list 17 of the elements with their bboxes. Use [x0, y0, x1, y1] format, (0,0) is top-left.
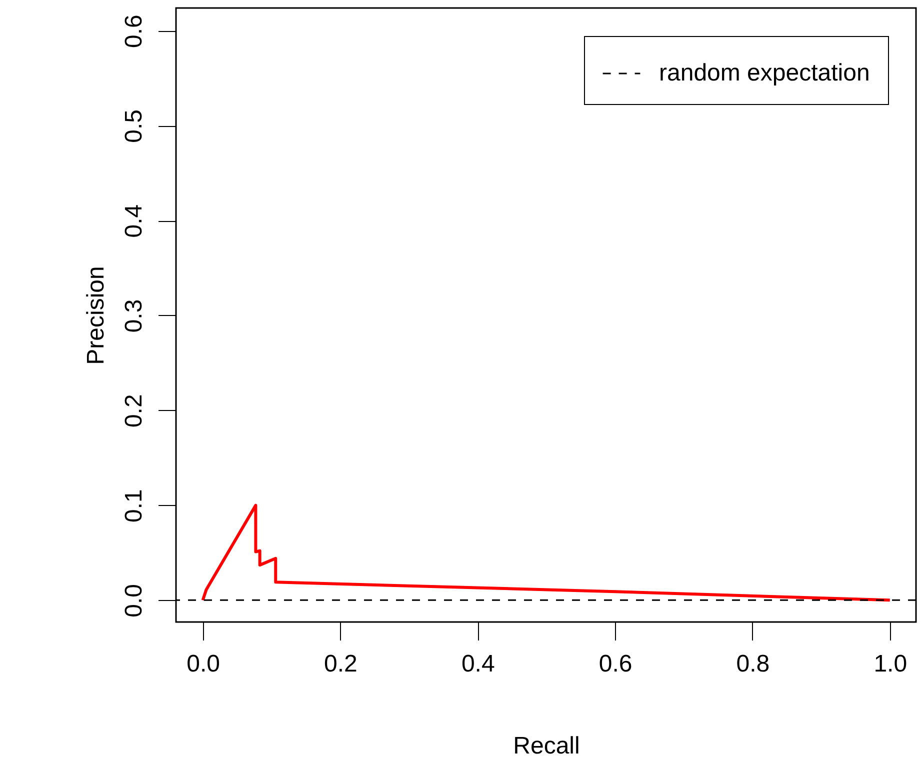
x-tick-label: 0.6	[598, 650, 632, 678]
x-tick-label: 0.4	[461, 650, 495, 678]
y-tick-label: 0.4	[120, 204, 148, 238]
y-tick-label: 0.1	[120, 489, 148, 522]
x-tick-label: 0.8	[736, 650, 770, 678]
x-tick-label: 1.0	[874, 650, 908, 678]
y-tick-label: 0.6	[120, 14, 148, 48]
y-tick-label: 0.0	[120, 584, 148, 618]
y-tick-label: 0.3	[120, 299, 148, 333]
x-tick-label: 0.0	[186, 650, 220, 678]
x-tick-label: 0.2	[324, 650, 358, 678]
y-tick-label: 0.5	[120, 109, 148, 143]
x-axis-title: Recall	[513, 732, 580, 760]
y-tick-label: 0.2	[120, 394, 148, 428]
legend-label: random expectation	[659, 60, 870, 86]
line-series	[201, 504, 892, 602]
y-axis-title: Precision	[82, 266, 110, 365]
